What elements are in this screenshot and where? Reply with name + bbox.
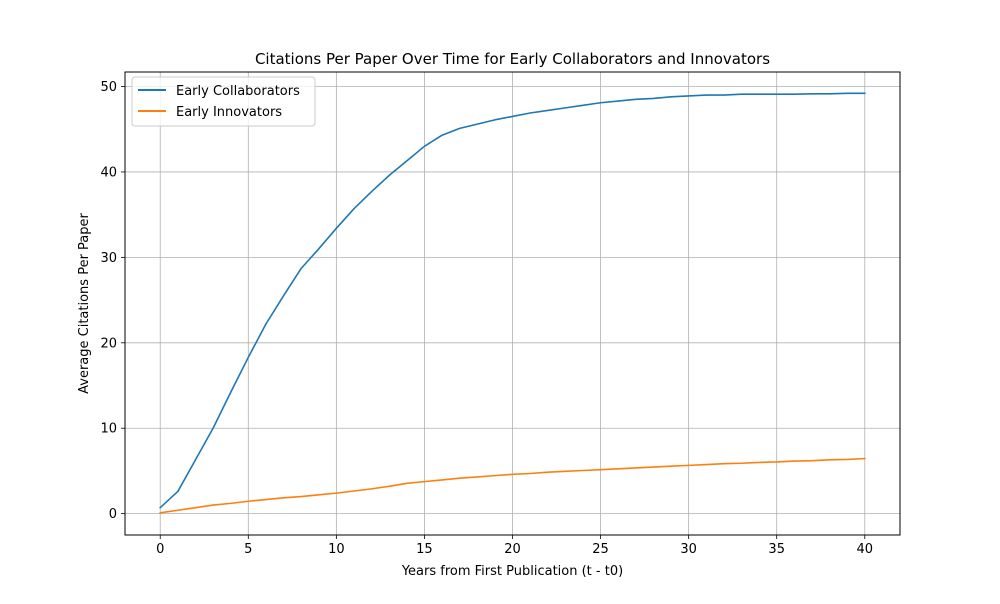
x-tick-label-40: 40 bbox=[856, 542, 873, 557]
x-tick-label-25: 25 bbox=[592, 542, 609, 557]
legend-label-early-collaborators: Early Collaborators bbox=[176, 84, 300, 99]
x-tick-label-35: 35 bbox=[768, 542, 785, 557]
x-tick-label-20: 20 bbox=[504, 542, 521, 557]
y-tick-label-0: 0 bbox=[109, 507, 117, 522]
y-tick-label-40: 40 bbox=[100, 165, 117, 180]
legend-label-early-innovators: Early Innovators bbox=[176, 105, 282, 120]
y-tick-label-10: 10 bbox=[100, 422, 117, 437]
x-axis-label: Years from First Publication (t - t0) bbox=[401, 564, 623, 579]
x-tick-label-30: 30 bbox=[680, 542, 697, 557]
y-tick-label-20: 20 bbox=[100, 336, 117, 351]
x-tick-label-10: 10 bbox=[328, 542, 345, 557]
y-tick-label-30: 30 bbox=[100, 251, 117, 266]
legend-box bbox=[131, 76, 316, 127]
series-line-early-innovators bbox=[159, 457, 866, 514]
x-tick-label-0: 0 bbox=[156, 542, 164, 557]
legend: Early Collaborators Early Innovators bbox=[131, 76, 316, 127]
x-tick-label-5: 5 bbox=[244, 542, 252, 557]
series-lines bbox=[159, 92, 866, 514]
x-tick-label-15: 15 bbox=[416, 542, 433, 557]
axis-ticks: 0 5 10 15 20 25 30 35 40 0 10 20 30 40 50 bbox=[100, 80, 873, 557]
chart-title: Citations Per Paper Over Time for Early … bbox=[255, 50, 770, 68]
series-line-early-collaborators bbox=[159, 92, 866, 509]
y-axis-label: Average Citations Per Paper bbox=[77, 212, 92, 393]
y-tick-label-50: 50 bbox=[100, 80, 117, 95]
